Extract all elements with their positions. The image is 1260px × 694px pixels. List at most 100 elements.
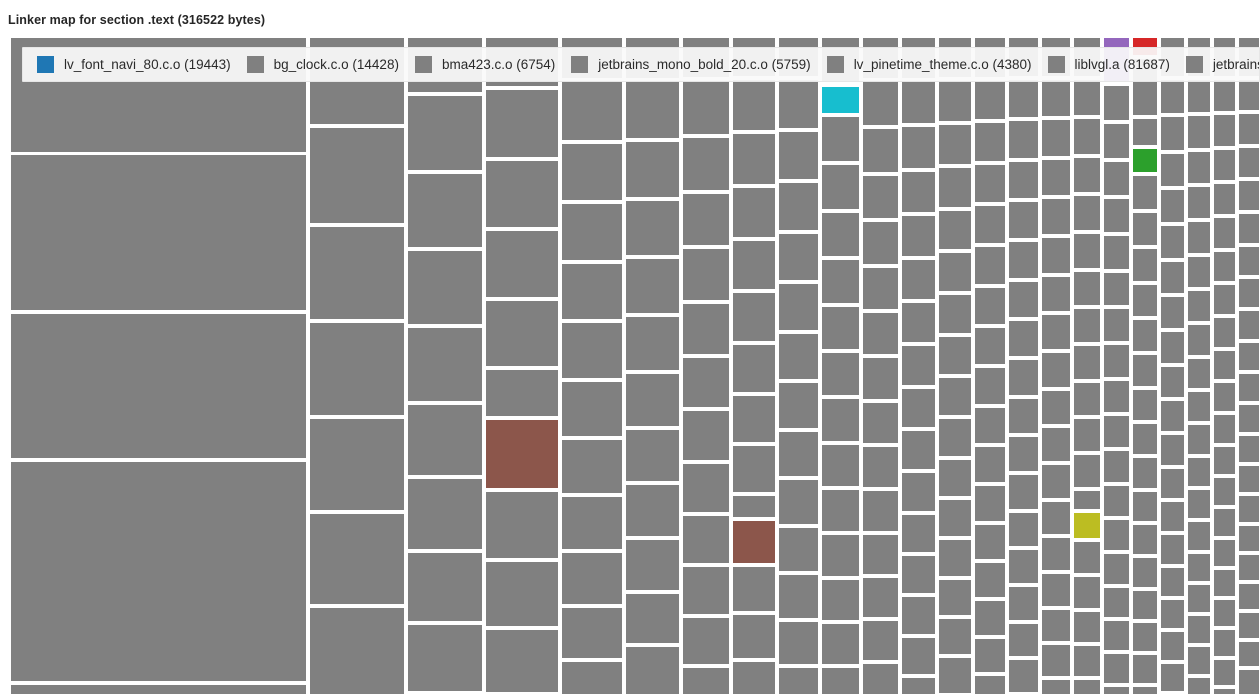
treemap-tile[interactable] [1132,491,1158,522]
treemap-tile[interactable] [682,303,730,355]
treemap-tile[interactable] [682,80,730,135]
treemap-tile[interactable] [561,496,623,550]
treemap-tile[interactable] [407,478,483,550]
treemap-tile[interactable] [1103,380,1130,413]
treemap-tile[interactable] [1160,153,1185,187]
treemap-tile[interactable] [938,124,972,165]
treemap-tile[interactable] [561,81,623,141]
treemap-tile[interactable] [1238,79,1260,111]
treemap-tile[interactable] [1187,290,1211,322]
treemap-tile[interactable] [901,514,936,553]
treemap-tile[interactable] [1160,116,1185,151]
treemap-tile[interactable] [1041,237,1071,274]
treemap-tile[interactable] [1008,320,1039,357]
legend-entry[interactable]: bma423.c.o (6754) [414,56,555,73]
treemap-tile[interactable] [309,322,405,416]
treemap-tile[interactable] [1103,85,1130,121]
treemap-tile[interactable] [1073,271,1101,306]
treemap-tile[interactable] [1103,485,1130,517]
treemap-tile[interactable] [309,513,405,605]
treemap-tile[interactable] [1213,217,1236,249]
treemap-tile[interactable] [1103,344,1130,378]
treemap-tile[interactable] [1213,477,1236,506]
treemap-tile[interactable] [938,167,972,208]
treemap-tile[interactable] [485,89,559,158]
treemap-tile[interactable] [1041,427,1071,462]
treemap-tile[interactable] [1213,414,1236,444]
treemap-tile[interactable] [778,333,819,380]
treemap-tile[interactable] [682,617,730,665]
treemap-tile[interactable] [309,607,405,694]
treemap-tile[interactable] [778,283,819,331]
treemap-tile[interactable] [974,485,1006,522]
legend-entry[interactable]: liblvgl.a (81687) [1047,56,1170,73]
treemap-tile[interactable] [1008,586,1039,621]
treemap-tile[interactable] [974,562,1006,598]
treemap-tile[interactable] [732,344,776,393]
treemap-tile[interactable] [938,294,972,334]
treemap-tile[interactable] [1187,489,1211,519]
treemap-tile[interactable] [1160,631,1185,661]
treemap-tile[interactable] [1041,352,1071,388]
treemap-tile[interactable] [862,446,899,488]
treemap-tile[interactable] [821,212,860,257]
treemap-tile[interactable] [1187,521,1211,551]
treemap-tile[interactable] [1132,284,1158,317]
treemap-tile[interactable] [1073,645,1101,677]
treemap-tile[interactable] [732,614,776,659]
treemap-tile[interactable] [1008,549,1039,584]
treemap-tile[interactable] [1160,261,1185,294]
treemap-tile[interactable] [732,495,776,518]
treemap-tile[interactable] [1213,382,1236,412]
treemap-tile[interactable] [1160,366,1185,398]
treemap-tile[interactable] [1132,248,1158,282]
legend-entry[interactable]: lv_font_navi_80.c.o (19443) [37,56,231,73]
treemap-tile[interactable] [1132,557,1158,588]
treemap-tile[interactable] [1187,256,1211,288]
treemap-tile[interactable] [732,133,776,185]
treemap-tile[interactable] [682,566,730,615]
treemap-tile[interactable] [732,292,776,342]
treemap-tile[interactable] [1008,161,1039,199]
treemap-tile[interactable] [1213,284,1236,315]
treemap-tile[interactable] [1008,436,1039,472]
treemap-tile[interactable] [778,527,819,572]
treemap-tile[interactable] [778,479,819,525]
treemap-tile[interactable] [1238,246,1260,276]
treemap-tile[interactable] [778,574,819,619]
treemap-tile[interactable] [1238,213,1260,244]
treemap-tile[interactable] [901,472,936,512]
treemap-tile[interactable] [821,306,860,350]
treemap-tile[interactable] [1008,659,1039,693]
treemap-tile[interactable] [1238,373,1260,402]
treemap-tile[interactable] [1103,450,1130,483]
treemap-tile[interactable] [1213,317,1236,348]
treemap-tile[interactable] [778,382,819,429]
treemap-tile[interactable] [1187,584,1211,613]
treemap-tile[interactable] [1238,404,1260,433]
treemap-tile[interactable] [309,127,405,224]
treemap-tile[interactable] [1041,609,1071,642]
treemap-tile[interactable] [1132,175,1158,210]
treemap-tile[interactable] [1103,686,1130,694]
treemap-tile[interactable] [821,259,860,304]
treemap-tile[interactable] [1103,587,1130,618]
treemap-tile[interactable] [1187,677,1211,694]
treemap-tile[interactable] [1008,241,1039,279]
treemap-tile[interactable] [485,629,559,693]
treemap-tile[interactable] [1103,272,1130,306]
treemap-tile[interactable] [625,646,680,694]
treemap-tile[interactable] [1132,148,1158,173]
treemap-tile[interactable] [1238,612,1260,639]
treemap-tile[interactable] [1041,679,1071,694]
treemap-tile[interactable] [1213,350,1236,380]
treemap-tile[interactable] [862,357,899,400]
treemap-tile[interactable] [938,336,972,375]
treemap-tile[interactable] [862,490,899,532]
treemap-tile[interactable] [974,327,1006,365]
treemap-tile[interactable] [938,539,972,577]
treemap-tile[interactable] [974,80,1006,120]
treemap-tile[interactable] [682,463,730,513]
treemap-tile[interactable] [1160,534,1185,565]
treemap-tile[interactable] [561,263,623,320]
